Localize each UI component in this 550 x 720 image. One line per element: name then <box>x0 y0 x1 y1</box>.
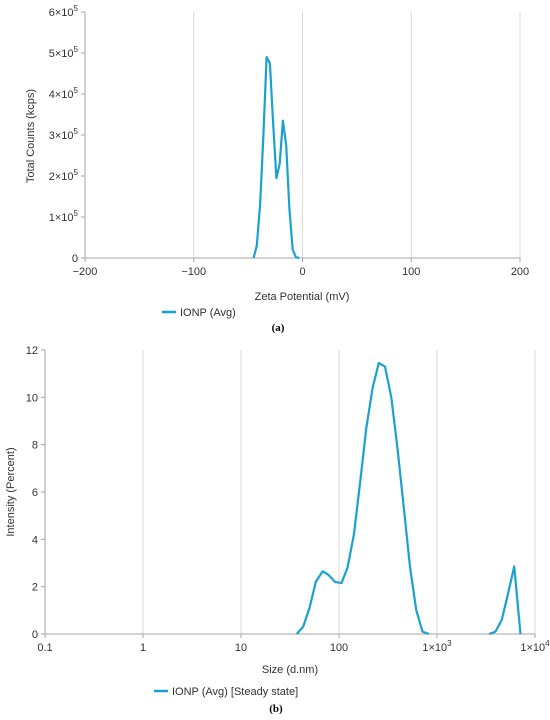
axes <box>81 11 521 262</box>
y-tick-label: 0 <box>32 629 38 641</box>
y-tick-label: 8 <box>32 440 38 452</box>
x-tick-label: 100 <box>330 642 348 654</box>
chart-b: 0.1 1 10 100 1×103 1×104 0 2 4 6 8 10 12 Size (d.nm… <box>5 345 550 715</box>
x-axis-title: Zeta Potential (mV) <box>255 291 350 303</box>
y-tick-label: 0 <box>72 253 78 265</box>
y-tick-label: 12 <box>26 345 38 357</box>
x-tick-label: 10 <box>235 642 247 654</box>
legend-label: IONP (Avg) <box>180 307 236 319</box>
y-axis-title: Total Counts (kcps) <box>25 89 37 183</box>
panel-label-a: (a) <box>272 322 285 334</box>
x-tick-label: −100 <box>181 266 206 278</box>
panel-label-b: (b) <box>269 703 283 715</box>
x-tick-label: 1 <box>140 642 146 654</box>
series-line <box>252 55 300 260</box>
x-tick-label: 200 <box>511 266 529 278</box>
x-axis-title: Size (d.nm) <box>262 664 318 676</box>
x-tick-label: 0 <box>299 266 305 278</box>
legend: IONP (Avg) <box>162 307 236 319</box>
x-tick-labels: −200 −100 0 100 200 <box>73 266 530 278</box>
y-tick-label: 4 <box>32 534 38 546</box>
x-tick-label: 1×103 <box>422 639 452 654</box>
series-line <box>488 565 522 636</box>
y-tick-label: 5×105 <box>49 45 79 60</box>
x-tick-label: 1×104 <box>520 639 550 654</box>
y-tick-labels: 0 2 4 6 8 10 12 <box>26 345 38 641</box>
y-tick-label: 2×105 <box>49 168 79 183</box>
y-tick-label: 6×105 <box>49 4 79 19</box>
y-tick-label: 1×105 <box>49 209 79 224</box>
y-tick-label: 4×105 <box>49 86 79 101</box>
y-axis-title: Intensity (Percent) <box>5 447 17 536</box>
y-tick-label: 3×105 <box>49 127 79 142</box>
x-tick-label: −200 <box>73 266 98 278</box>
x-tick-labels: 0.1 1 10 100 1×103 1×104 <box>37 639 550 654</box>
x-tick-label: 100 <box>402 266 420 278</box>
y-tick-label: 2 <box>32 582 38 594</box>
series-lines <box>295 361 522 636</box>
series-line <box>295 361 430 636</box>
grid-lines <box>193 12 521 258</box>
axes <box>41 349 536 638</box>
chart-a: −200 −100 0 100 200 0 1×105 2×105 3×105 4×105 5×1… <box>25 4 529 334</box>
y-tick-label: 10 <box>26 392 38 404</box>
legend: IONP (Avg) [Steady state] <box>154 686 298 698</box>
series-lines <box>252 55 300 260</box>
y-tick-label: 6 <box>32 487 38 499</box>
grid-lines <box>142 350 536 634</box>
x-tick-label: 0.1 <box>37 642 52 654</box>
legend-label: IONP (Avg) [Steady state] <box>172 686 298 698</box>
y-tick-labels: 0 1×105 2×105 3×105 4×105 5×105 6×105 <box>49 4 79 265</box>
